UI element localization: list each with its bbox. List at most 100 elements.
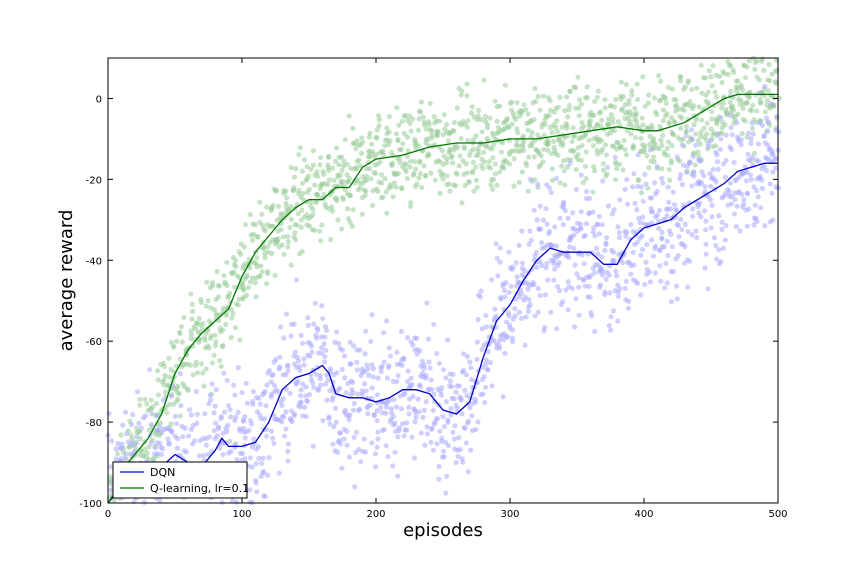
scatter-point: [531, 282, 537, 288]
scatter-point: [687, 159, 693, 166]
scatter-point: [481, 374, 487, 380]
scatter-point: [642, 103, 648, 109]
scatter-point: [534, 264, 540, 270]
scatter-point: [623, 81, 629, 88]
scatter-point: [460, 367, 467, 373]
scatter-point: [713, 143, 719, 149]
scatter-point: [333, 419, 339, 425]
scatter-point: [163, 389, 169, 395]
scatter-point: [203, 442, 210, 448]
scatter-point: [260, 455, 266, 461]
y-tick-label: -20: [86, 175, 102, 186]
scatter-point: [554, 128, 560, 135]
scatter-point: [670, 268, 677, 275]
scatter-point: [373, 134, 379, 140]
scatter-point: [275, 203, 281, 209]
scatter-point: [350, 407, 356, 413]
x-tick-label: 500: [768, 509, 787, 520]
scatter-point: [532, 86, 538, 92]
scatter-point: [632, 134, 639, 141]
scatter-point: [698, 62, 704, 68]
scatter-point: [421, 163, 427, 169]
scatter-point: [667, 206, 674, 212]
scatter-point: [674, 283, 680, 289]
scatter-point: [651, 180, 658, 186]
scatter-point: [646, 92, 652, 98]
scatter-point: [365, 411, 371, 417]
scatter-point: [458, 395, 464, 401]
scatter-point: [302, 404, 308, 410]
scatter-point: [388, 406, 394, 412]
scatter-point: [708, 138, 714, 144]
scatter-point: [243, 274, 249, 280]
scatter-point: [672, 120, 678, 126]
scatter-point: [351, 434, 357, 441]
scatter-point: [363, 188, 369, 195]
scatter-point: [738, 82, 744, 88]
scatter-point: [464, 353, 471, 359]
scatter-point: [311, 321, 317, 327]
scatter-point: [344, 442, 350, 448]
scatter-point: [575, 151, 581, 158]
scatter-point: [523, 314, 529, 320]
scatter-point: [610, 257, 616, 263]
scatter-point: [514, 100, 520, 106]
scatter-point: [190, 308, 196, 314]
scatter-point: [598, 138, 605, 144]
scatter-point: [446, 181, 452, 187]
scatter-point: [702, 265, 708, 271]
y-tick-label: -80: [86, 418, 102, 429]
scatter-point: [128, 441, 134, 447]
scatter-point: [236, 296, 242, 302]
scatter-point: [574, 271, 580, 277]
scatter-point: [283, 426, 289, 432]
scatter-point: [375, 436, 381, 442]
scatter-point: [714, 152, 720, 158]
scatter-point: [497, 245, 503, 251]
scatter-point: [527, 302, 533, 308]
scatter-point: [320, 417, 326, 424]
scatter-point: [714, 94, 720, 100]
scatter-point: [233, 263, 239, 269]
scatter-point: [765, 128, 771, 134]
scatter-point: [354, 359, 360, 365]
scatter-point: [482, 399, 488, 406]
scatter-point: [495, 273, 501, 279]
scatter-point: [361, 436, 367, 442]
scatter-point: [524, 162, 530, 168]
scatter-point: [527, 176, 533, 182]
scatter-point: [529, 129, 535, 136]
scatter-point: [428, 377, 434, 383]
scatter-point: [298, 332, 304, 339]
scatter-point: [583, 221, 590, 227]
scatter-point: [535, 93, 541, 99]
scatter-point: [440, 367, 447, 373]
scatter-point: [639, 233, 645, 239]
scatter-point: [423, 372, 429, 379]
scatter-point: [683, 128, 690, 135]
scatter-point: [753, 187, 760, 194]
scatter-point: [662, 285, 668, 291]
scatter-point: [464, 93, 470, 99]
scatter-point: [754, 108, 760, 114]
scatter-point: [736, 174, 742, 180]
scatter-point: [768, 101, 774, 107]
scatter-point: [225, 422, 231, 428]
scatter-point: [728, 125, 734, 131]
scatter-point: [466, 178, 472, 185]
scatter-point: [334, 329, 340, 335]
scatter-point: [269, 223, 275, 229]
scatter-point: [113, 456, 119, 462]
scatter-point: [342, 407, 348, 413]
scatter-point: [317, 162, 323, 168]
scatter-point: [755, 141, 762, 147]
scatter-point: [748, 136, 754, 142]
scatter-point: [526, 241, 532, 247]
scatter-point: [579, 252, 585, 258]
scatter-point: [323, 327, 330, 333]
scatter-point: [669, 243, 675, 250]
scatter-point: [641, 145, 647, 152]
scatter-point: [299, 207, 305, 213]
scatter-point: [161, 397, 167, 403]
scatter-point: [765, 88, 772, 94]
